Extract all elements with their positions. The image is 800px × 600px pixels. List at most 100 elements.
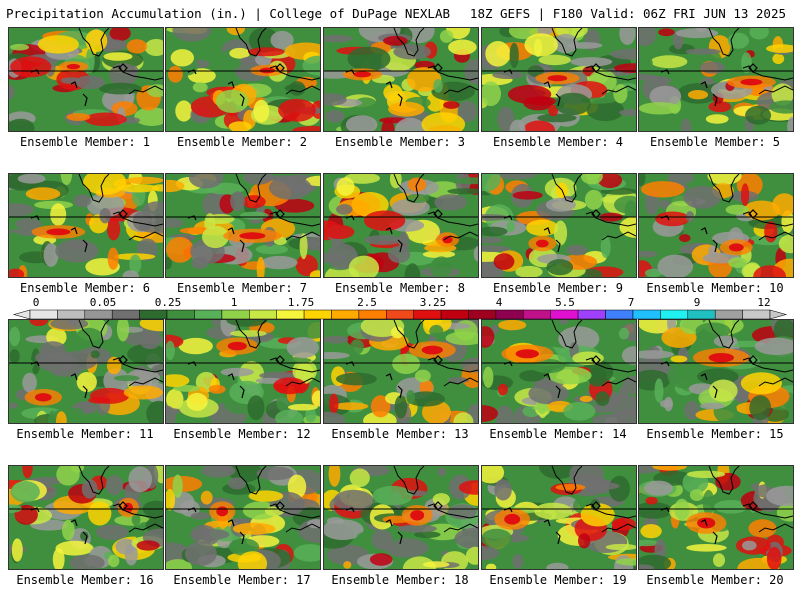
colorbar-segment xyxy=(84,309,113,320)
precip-field-map xyxy=(324,466,478,569)
precip-field-map xyxy=(9,320,163,423)
ensemble-member-label: Ensemble Member: 7 xyxy=(176,281,308,295)
precip-field-map xyxy=(482,320,636,423)
colorbar-segment xyxy=(550,309,579,320)
ensemble-map-panel xyxy=(8,27,164,132)
colorbar-segment xyxy=(577,309,606,320)
ensemble-member-label: Ensemble Member: 9 xyxy=(492,281,624,295)
ensemble-map-panel xyxy=(165,319,321,424)
colorbar-segment xyxy=(249,309,277,320)
colorbar-tick-label: 1.75 xyxy=(288,296,315,309)
precip-field-map xyxy=(639,174,793,277)
colorbar-segment xyxy=(303,309,332,320)
colorbar-segment xyxy=(605,309,634,320)
ensemble-member-label: Ensemble Member: 8 xyxy=(334,281,466,295)
colorbar-segment xyxy=(331,309,360,320)
ensemble-map-panel xyxy=(481,27,637,132)
colorbar-segment xyxy=(221,309,250,320)
precip-field-map xyxy=(639,28,793,131)
ensemble-map-panel xyxy=(8,319,164,424)
ensemble-member-label: Ensemble Member: 1 xyxy=(19,135,151,149)
colorbar-segment xyxy=(714,309,743,320)
precip-field-map xyxy=(166,174,320,277)
precip-field-map xyxy=(482,174,636,277)
colorbar-segment xyxy=(495,309,524,320)
precip-field-map xyxy=(482,466,636,569)
ensemble-map-panel xyxy=(638,173,794,278)
colorbar-tick-label: 7 xyxy=(628,296,635,309)
ensemble-member-label: Ensemble Member: 10 xyxy=(646,281,784,295)
colorbar-left-arrow xyxy=(12,309,31,320)
colorbar-tick-label: 12 xyxy=(757,296,770,309)
ensemble-map-panel xyxy=(8,173,164,278)
ensemble-member-label: Ensemble Member: 14 xyxy=(489,427,627,441)
ensemble-map-panel xyxy=(638,465,794,570)
ensemble-member-label: Ensemble Member: 12 xyxy=(173,427,311,441)
colorbar-segment xyxy=(440,309,469,320)
precip-field-map xyxy=(9,28,163,131)
ensemble-map-panel xyxy=(481,319,637,424)
colorbar-segment xyxy=(660,309,689,320)
colorbar-segment xyxy=(632,309,661,320)
ensemble-map-panel xyxy=(165,27,321,132)
colorbar-tick-label: 4 xyxy=(496,296,503,309)
map-title: Precipitation Accumulation (in.) | Colle… xyxy=(6,6,451,21)
precip-field-map xyxy=(166,320,320,423)
ensemble-map-panel xyxy=(165,465,321,570)
ensemble-member-label: Ensemble Member: 19 xyxy=(489,573,627,587)
ensemble-member-label: Ensemble Member: 20 xyxy=(646,573,784,587)
ensemble-member-label: Ensemble Member: 17 xyxy=(173,573,311,587)
ensemble-member-label: Ensemble Member: 11 xyxy=(16,427,154,441)
colorbar-segment xyxy=(139,309,168,320)
colorbar-segment xyxy=(413,309,442,320)
precip-field-map xyxy=(482,28,636,131)
ensemble-member-label: Ensemble Member: 13 xyxy=(331,427,469,441)
colorbar-tick-label: 9 xyxy=(694,296,701,309)
ensemble-map-panel xyxy=(323,319,479,424)
ensemble-member-label: Ensemble Member: 4 xyxy=(492,135,624,149)
colorbar-segment xyxy=(386,309,414,320)
colorbar-segment xyxy=(358,309,387,320)
precip-field-map xyxy=(9,466,163,569)
ensemble-member-label: Ensemble Member: 3 xyxy=(334,135,466,149)
ensemble-map-panel xyxy=(481,465,637,570)
colorbar-tick-label: 5.5 xyxy=(555,296,575,309)
precip-field-map xyxy=(639,466,793,569)
ensemble-member-label: Ensemble Member: 6 xyxy=(19,281,151,295)
colorbar-segment xyxy=(523,309,551,320)
colorbar-segment xyxy=(276,309,305,320)
colorbar-right-arrow xyxy=(769,309,788,320)
ensemble-member-label: Ensemble Member: 15 xyxy=(646,427,784,441)
precip-field-map xyxy=(639,320,793,423)
precip-field-map xyxy=(324,28,478,131)
colorbar-tick-label: 0.05 xyxy=(90,296,117,309)
colorbar-segment xyxy=(29,309,58,320)
colorbar-segment xyxy=(742,309,771,320)
colorbar-segment xyxy=(194,309,223,320)
ensemble-map-panel xyxy=(323,27,479,132)
ensemble-map-panel xyxy=(481,173,637,278)
colorbar-segment xyxy=(111,309,140,320)
colorbar-segment xyxy=(687,309,716,320)
colorbar-tick-label: 3.25 xyxy=(420,296,447,309)
ensemble-map-panel xyxy=(323,465,479,570)
ensemble-member-label: Ensemble Member: 18 xyxy=(331,573,469,587)
ensemble-map-panel xyxy=(638,27,794,132)
precip-field-map xyxy=(9,174,163,277)
ensemble-member-label: Ensemble Member: 16 xyxy=(16,573,154,587)
colorbar-segment xyxy=(57,309,86,320)
colorbar-tick-label: 0.25 xyxy=(155,296,182,309)
colorbar-tick-label: 2.5 xyxy=(357,296,377,309)
colorbar-tick-label: 1 xyxy=(231,296,238,309)
ensemble-member-label: Ensemble Member: 2 xyxy=(176,135,308,149)
ensemble-map-panel xyxy=(165,173,321,278)
ensemble-map-panel xyxy=(8,465,164,570)
precip-field-map xyxy=(324,174,478,277)
ensemble-map-panel xyxy=(638,319,794,424)
precip-field-map xyxy=(166,466,320,569)
colorbar-tick-label: 0 xyxy=(33,296,40,309)
precip-colorbar: 0 0.05 0.25 1 1.75 2.5 3.25 4 5.5 7 9 12 xyxy=(12,296,788,320)
run-info: 18Z GEFS | F180 Valid: 06Z FRI JUN 13 20… xyxy=(469,6,786,21)
colorbar-segment xyxy=(468,309,497,320)
colorbar-segment xyxy=(166,309,195,320)
